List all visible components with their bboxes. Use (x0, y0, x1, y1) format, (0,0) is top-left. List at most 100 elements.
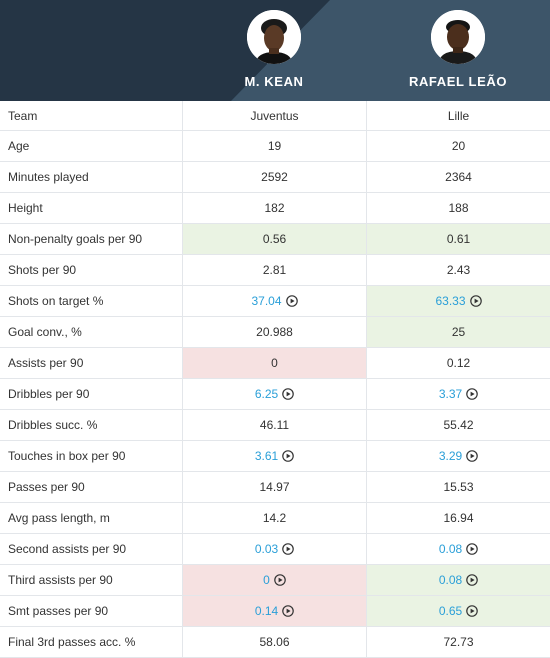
player-2-value: 15.53 (367, 472, 550, 503)
stat-label: Height (0, 193, 183, 224)
stat-value: 2592 (261, 170, 288, 184)
player-1-value[interactable]: 6.25 (183, 379, 367, 410)
stat-value: 0.56 (263, 232, 286, 246)
play-video-icon[interactable] (462, 449, 478, 463)
stat-label: Dribbles per 90 (0, 379, 183, 410)
stat-label: Smt passes per 90 (0, 596, 183, 627)
player-1-value[interactable]: 3.61 (183, 441, 367, 472)
player-2-name: RAFAEL LEÃO (366, 74, 550, 89)
stat-label: Second assists per 90 (0, 534, 183, 565)
stat-label: Shots per 90 (0, 255, 183, 286)
player-2-value: 0.12 (367, 348, 550, 379)
stat-label: Minutes played (0, 162, 183, 193)
stat-value[interactable]: 0 (263, 573, 270, 587)
player-1-value: 58.06 (183, 627, 367, 658)
stat-value: 72.73 (443, 635, 473, 649)
stat-value: 25 (452, 325, 465, 339)
player-1-value[interactable]: 0.03 (183, 534, 367, 565)
player-1-value: 19 (183, 131, 367, 162)
stat-value: 20 (452, 139, 465, 153)
stat-value[interactable]: 0.08 (439, 542, 462, 556)
player-1-value[interactable]: 37.04 (183, 286, 367, 317)
stat-value[interactable]: 3.61 (255, 449, 278, 463)
play-video-icon[interactable] (462, 542, 478, 556)
stat-value[interactable]: 3.29 (439, 449, 462, 463)
table-row: Final 3rd passes acc. %58.06 72.73 (0, 627, 550, 658)
play-video-icon[interactable] (270, 573, 286, 587)
player-2-value[interactable]: 3.29 (367, 441, 550, 472)
stat-value: 55.42 (443, 418, 473, 432)
stat-value: 2364 (445, 170, 472, 184)
player-2-value[interactable]: 63.33 (367, 286, 550, 317)
stat-value[interactable]: 37.04 (251, 294, 281, 308)
player-2-value: 2.43 (367, 255, 550, 286)
player-2-value[interactable]: 0.08 (367, 565, 550, 596)
player-1-value: 46.11 (183, 410, 367, 441)
player-1-value[interactable]: 0 (183, 565, 367, 596)
play-video-icon[interactable] (278, 542, 294, 556)
stat-value: 15.53 (443, 480, 473, 494)
table-row: Dribbles per 90 6.25 3.37 (0, 379, 550, 410)
player-2-value: 25 (367, 317, 550, 348)
player-2-value: 72.73 (367, 627, 550, 658)
play-video-icon[interactable] (278, 604, 294, 618)
stat-value[interactable]: 0.14 (255, 604, 278, 618)
player-1-value: 0 (183, 348, 367, 379)
player-2-value: 2364 (367, 162, 550, 193)
stat-label: Final 3rd passes acc. % (0, 627, 183, 658)
player-1-value: 14.2 (183, 503, 367, 534)
play-video-icon[interactable] (278, 449, 294, 463)
player-2-value[interactable]: 3.37 (367, 379, 550, 410)
play-video-icon[interactable] (462, 573, 478, 587)
stat-value: 0 (271, 356, 278, 370)
play-video-icon[interactable] (278, 387, 294, 401)
stat-value: 16.94 (443, 511, 473, 525)
stat-value[interactable]: 3.37 (439, 387, 462, 401)
play-video-icon[interactable] (462, 387, 478, 401)
stat-label: Passes per 90 (0, 472, 183, 503)
player-2-value: 0.61 (367, 224, 550, 255)
stat-value: 20.988 (256, 325, 293, 339)
table-row: Third assists per 90 0 0.08 (0, 565, 550, 596)
player-2-value: 16.94 (367, 503, 550, 534)
player-2-value[interactable]: 0.65 (367, 596, 550, 627)
player-1-value: 2592 (183, 162, 367, 193)
play-video-icon[interactable] (462, 604, 478, 618)
play-video-icon[interactable] (282, 294, 298, 308)
player-1-value[interactable]: 0.14 (183, 596, 367, 627)
player-2-header[interactable]: RAFAEL LEÃO (366, 0, 550, 101)
stat-label: Goal conv., % (0, 317, 183, 348)
stat-label: Team (0, 101, 183, 131)
stat-value[interactable]: 6.25 (255, 387, 278, 401)
stat-label: Third assists per 90 (0, 565, 183, 596)
player-1-name: M. KEAN (182, 74, 366, 89)
table-row: Goal conv., % 20.988 25 (0, 317, 550, 348)
table-row: Minutes played 2592 2364 (0, 162, 550, 193)
player-1-header[interactable]: M. KEAN (182, 0, 366, 101)
player-1-value: 20.988 (183, 317, 367, 348)
stat-value: Lille (448, 109, 469, 123)
table-row: Shots per 90 2.81 2.43 (0, 255, 550, 286)
play-video-icon[interactable] (466, 294, 482, 308)
stat-label: Dribbles succ. % (0, 410, 183, 441)
stat-label: Assists per 90 (0, 348, 183, 379)
player-2-value[interactable]: 0.08 (367, 534, 550, 565)
stat-value: 46.11 (260, 418, 289, 432)
stat-value: 0.61 (447, 232, 470, 246)
stat-value: 2.81 (263, 263, 286, 277)
player-1-value: 2.81 (183, 255, 367, 286)
stat-value: 2.43 (447, 263, 470, 277)
stat-value: 0.12 (447, 356, 470, 370)
stat-value[interactable]: 0.03 (255, 542, 278, 556)
stat-value[interactable]: 63.33 (435, 294, 465, 308)
stat-value[interactable]: 0.08 (439, 573, 462, 587)
table-row: Second assists per 90 0.03 0.08 (0, 534, 550, 565)
stat-value[interactable]: 0.65 (439, 604, 462, 618)
table-row: Smt passes per 90 0.14 0.65 (0, 596, 550, 627)
stat-value: 19 (268, 139, 281, 153)
